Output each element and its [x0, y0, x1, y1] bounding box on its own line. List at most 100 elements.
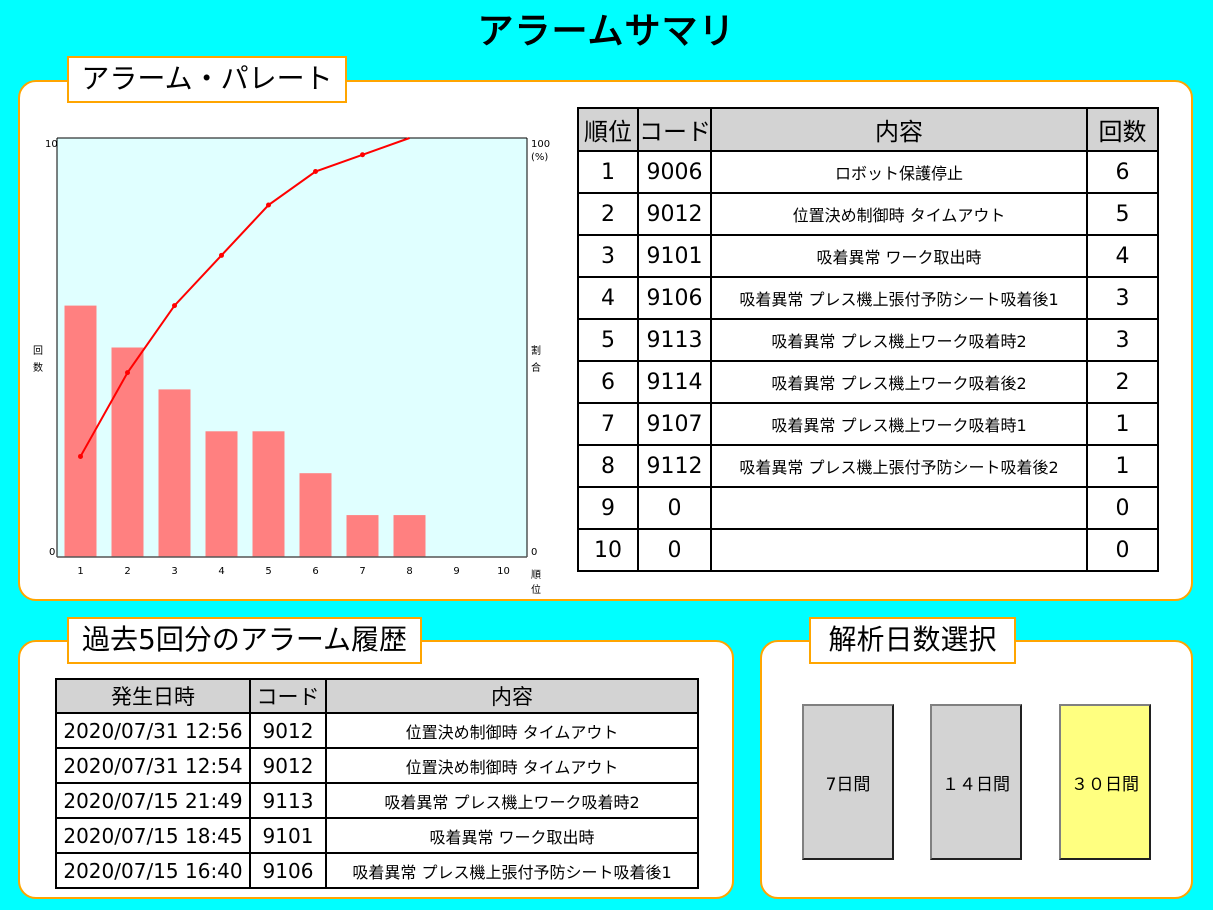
- table-row: 8 9112 吸着異常 プレス機上張付予防シート吸着後2 1: [577, 444, 1159, 488]
- x-tick-label: 6: [312, 566, 318, 577]
- table-row: 2 9012 位置決め制御時 タイムアウト 5: [577, 192, 1159, 236]
- ranking-table: 順位 コード 内容 回数 1 9006 ロボット保護停止 6 2 9012 位置決め制御時 …: [577, 107, 1159, 572]
- cell-code: 9113: [249, 782, 327, 819]
- cell-datetime: 2020/07/15 16:40: [55, 852, 251, 889]
- cell-rank: 7: [577, 402, 639, 446]
- cell-count: 1: [1086, 402, 1159, 446]
- cumulative-point-2: [125, 370, 130, 376]
- cell-count: 0: [1086, 528, 1159, 572]
- cell-content: 吸着異常 プレス機上張付予防シート吸着後1: [325, 852, 699, 889]
- x-tick-label: 4: [218, 566, 224, 577]
- x-tick-label: 8: [406, 566, 412, 577]
- cell-code: 9106: [249, 852, 327, 889]
- days-7-button[interactable]: 7日間: [802, 704, 894, 860]
- cell-datetime: 2020/07/31 12:56: [55, 712, 251, 749]
- header-code: コード: [249, 678, 327, 714]
- cumulative-point-4: [219, 252, 224, 258]
- bar-7: [346, 515, 379, 557]
- cell-content: 吸着異常 ワーク取出時: [710, 234, 1088, 278]
- bar-5: [252, 431, 285, 557]
- table-row: 5 9113 吸着異常 プレス機上ワーク吸着時2 3: [577, 318, 1159, 362]
- days-30-button[interactable]: ３０日間: [1059, 704, 1151, 860]
- cell-content: [710, 528, 1088, 572]
- table-row: 1 9006 ロボット保護停止 6: [577, 150, 1159, 194]
- cell-code: 9006: [637, 150, 712, 194]
- table-row: 3 9101 吸着異常 ワーク取出時 4: [577, 234, 1159, 278]
- table-row: 2020/07/31 12:54 9012 位置決め制御時 タイムアウト: [55, 747, 699, 784]
- bar-3: [158, 389, 191, 557]
- table-row: 10 0 0: [577, 528, 1159, 572]
- cell-rank: 10: [577, 528, 639, 572]
- table-row: 2020/07/15 18:45 9101 吸着異常 ワーク取出時: [55, 817, 699, 854]
- cell-count: 5: [1086, 192, 1159, 236]
- cell-rank: 2: [577, 192, 639, 236]
- cumulative-point-1: [78, 453, 83, 459]
- cell-count: 3: [1086, 318, 1159, 362]
- cell-count: 4: [1086, 234, 1159, 278]
- bar-1: [64, 305, 97, 557]
- bar-4: [205, 431, 238, 557]
- cell-code: 9113: [637, 318, 712, 362]
- cell-content: 位置決め制御時 タイムアウト: [710, 192, 1088, 236]
- y2-tick-min: 0: [531, 547, 538, 558]
- y-axis-label: 回数: [33, 346, 43, 374]
- x-tick-label: 7: [359, 566, 365, 577]
- cumulative-line: [79, 137, 410, 457]
- cell-code: 9112: [637, 444, 712, 488]
- cell-code: 9012: [637, 192, 712, 236]
- table-row: 7 9107 吸着異常 プレス機上ワーク吸着時1 1: [577, 402, 1159, 446]
- cell-code: 9101: [637, 234, 712, 278]
- cell-count: 0: [1086, 486, 1159, 530]
- y2-tick-max: 100: [531, 139, 551, 150]
- x-tick-label: 9: [453, 566, 459, 577]
- bar-6: [299, 473, 332, 557]
- history-header-row: 発生日時 コード 内容: [55, 678, 699, 714]
- days-panel-label: 解析日数選択: [809, 617, 1016, 664]
- header-content: 内容: [325, 678, 699, 714]
- cell-code: 9012: [249, 712, 327, 749]
- cell-content: ロボット保護停止: [710, 150, 1088, 194]
- cumulative-point-7: [360, 152, 365, 158]
- cell-code: 9107: [637, 402, 712, 446]
- cell-content: 吸着異常 プレス機上張付予防シート吸着後2: [710, 444, 1088, 488]
- table-row: 2020/07/31 12:56 9012 位置決め制御時 タイムアウト: [55, 712, 699, 749]
- history-panel-label: 過去5回分のアラーム履歴: [67, 617, 422, 664]
- header-content: 内容: [710, 107, 1088, 152]
- y2-unit: (%): [531, 152, 549, 163]
- x-tick-label: 1: [77, 566, 83, 577]
- x-axis-label: 順位: [531, 570, 541, 596]
- y2-axis-label: 割合: [531, 346, 541, 374]
- x-tick-label: 5: [265, 566, 271, 577]
- cumulative-point-3: [172, 303, 177, 309]
- bar-2: [111, 347, 144, 557]
- y-tick-min: 0: [49, 547, 56, 558]
- table-row: 4 9106 吸着異常 プレス機上張付予防シート吸着後1 3: [577, 276, 1159, 320]
- pareto-panel-label: アラーム・パレート: [67, 56, 347, 103]
- cell-content: 吸着異常 プレス機上ワーク吸着時1: [710, 402, 1088, 446]
- header-rank: 順位: [577, 107, 639, 152]
- cell-content: 吸着異常 プレス機上ワーク吸着時2: [710, 318, 1088, 362]
- cell-content: 吸着異常 プレス機上張付予防シート吸着後1: [710, 276, 1088, 320]
- cell-content: 吸着異常 プレス機上ワーク吸着時2: [325, 782, 699, 819]
- cell-datetime: 2020/07/31 12:54: [55, 747, 251, 784]
- x-tick-label: 2: [124, 566, 130, 577]
- page-title: アラームサマリ: [477, 11, 736, 52]
- history-table: 発生日時 コード 内容 2020/07/31 12:56 9012 位置決め制御時 …: [55, 678, 699, 889]
- cell-code: 0: [637, 486, 712, 530]
- cell-rank: 1: [577, 150, 639, 194]
- cell-content: 吸着異常 プレス機上ワーク吸着後2: [710, 360, 1088, 404]
- cell-code: 9114: [637, 360, 712, 404]
- cell-count: 1: [1086, 444, 1159, 488]
- ranking-header-row: 順位 コード 内容 回数: [577, 107, 1159, 152]
- cell-count: 3: [1086, 276, 1159, 320]
- header-code: コード: [637, 107, 712, 152]
- days-14-button[interactable]: １４日間: [930, 704, 1022, 860]
- header-datetime: 発生日時: [55, 678, 251, 714]
- bar-8: [393, 515, 426, 557]
- cell-rank: 4: [577, 276, 639, 320]
- cell-code: 9012: [249, 747, 327, 784]
- cumulative-point-5: [266, 202, 271, 208]
- cell-rank: 8: [577, 444, 639, 488]
- cell-code: 0: [637, 528, 712, 572]
